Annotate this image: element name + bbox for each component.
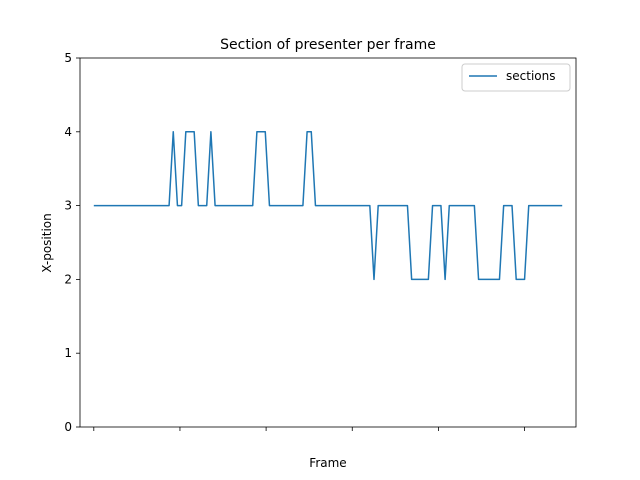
legend: sections xyxy=(461,63,571,92)
y-tick-label: 5 xyxy=(64,51,72,65)
axes-frame xyxy=(79,57,577,428)
y-tick-label: 3 xyxy=(64,199,72,213)
chart-title: Section of presenter per frame xyxy=(220,37,436,53)
y-tick-label: 0 xyxy=(64,420,72,434)
y-tick-label: 1 xyxy=(64,346,72,360)
plot-area: 0 1 2 3 4 5 xyxy=(64,51,577,434)
series-line-sections xyxy=(93,131,563,281)
y-tick-label: 2 xyxy=(64,272,72,286)
legend-label-sections: sections xyxy=(506,69,555,83)
y-axis-label: X-position xyxy=(40,213,54,272)
legend-box xyxy=(461,63,571,92)
x-axis-label: Frame xyxy=(309,456,346,470)
y-tick-label: 4 xyxy=(64,125,72,139)
